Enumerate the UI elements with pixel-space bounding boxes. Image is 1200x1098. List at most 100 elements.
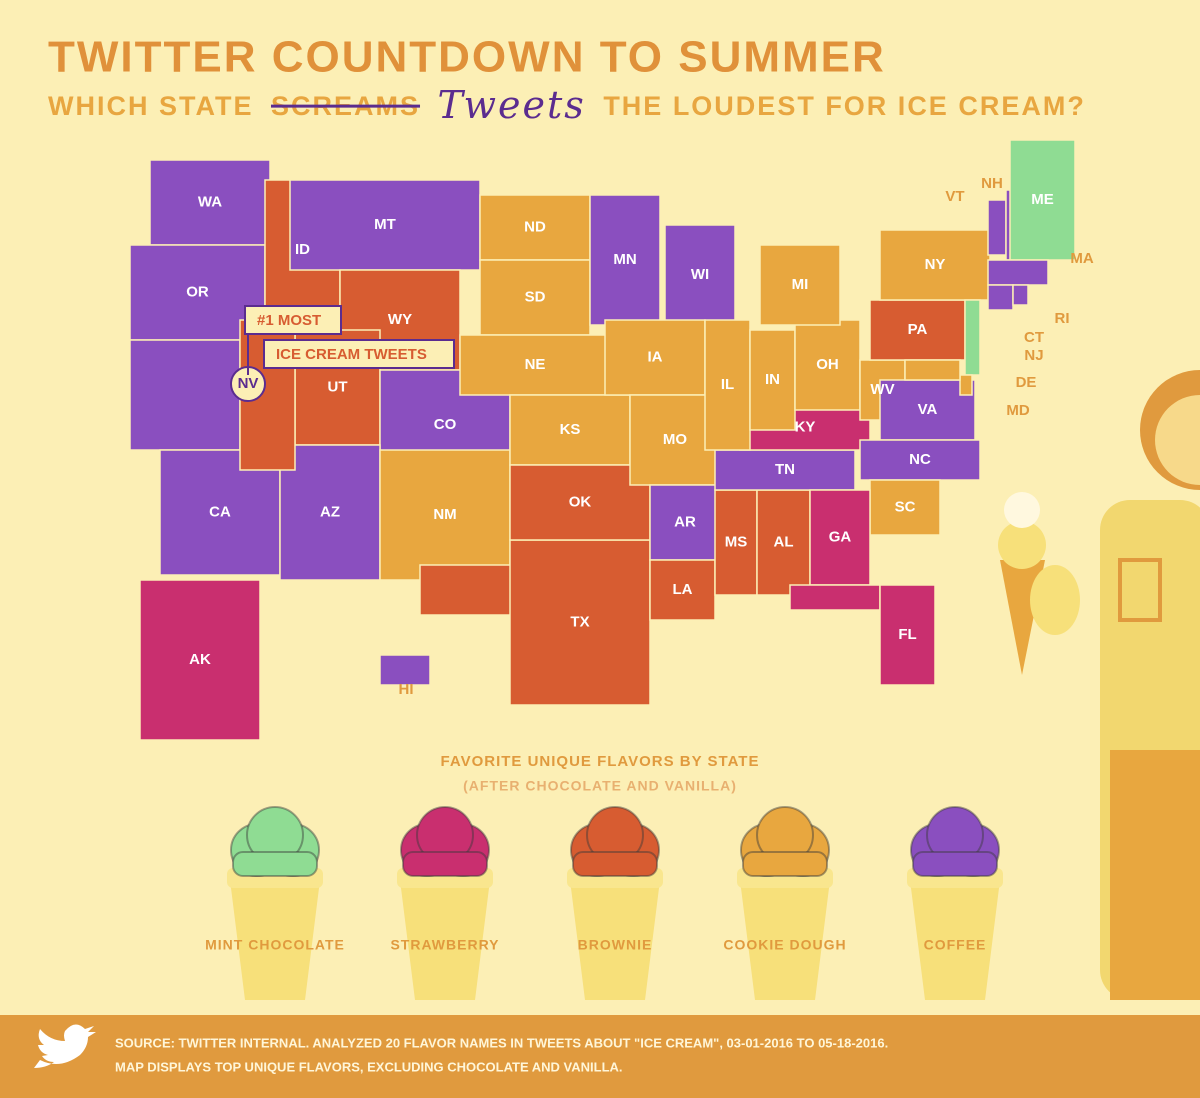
footer-line2: MAP DISPLAYS TOP UNIQUE FLAVORS, EXCLUDI… [115,1059,623,1074]
state-label: IL [721,376,734,393]
state-shape [859,439,981,481]
state-shape [987,284,1014,311]
scoop-base [912,851,998,877]
state-shape [649,559,716,621]
state-label: NJ [1024,347,1043,364]
flavor-label: MINT CHOCOLATE [205,937,345,953]
state-label: HI [399,681,414,698]
state-shape [664,224,736,326]
footer-band [0,1015,1200,1098]
state-label: WI [691,266,709,283]
state-label: NC [909,451,931,468]
state-shape [1009,139,1076,261]
state-label: ID [295,241,310,258]
scoop-base [402,851,488,877]
state-shape [509,464,651,541]
state-label: CT [1024,329,1044,346]
state-shape [379,654,431,686]
state-shape [789,584,881,611]
state-label: TX [570,613,589,630]
state-label: ND [524,218,546,235]
state-label: NV [238,375,259,392]
state-label: WY [388,311,412,328]
state-shape [604,319,706,396]
state-label: MI [792,276,809,293]
state-shape [589,194,661,326]
state-shape [159,449,281,576]
state-shape [879,584,936,686]
state-label: UT [328,378,348,395]
state-shape [904,359,961,381]
cone [400,880,490,1000]
state-label: IN [765,371,780,388]
state-label: OK [569,493,592,510]
state-shape [1012,284,1029,306]
cone [740,880,830,1000]
state-shape [809,489,871,586]
callout-flag [244,305,342,335]
state-shape [149,159,271,246]
state-shape [479,194,591,261]
state-shape [129,339,241,451]
state-label: WA [198,193,222,210]
state-shape [509,539,651,706]
state-shape [987,199,1007,256]
state-label: PA [908,321,928,338]
state-label: KS [560,421,581,438]
state-label: AZ [320,503,340,520]
state-label: NH [981,175,1003,192]
state-shape [649,484,721,561]
subtitle: WHICH STATE SCREAMS Tweets THE LOUDEST F… [48,83,1086,127]
state-label: MA [1070,250,1093,267]
cone [910,880,1000,1000]
twitter-bird [34,1024,96,1068]
callout-flag [263,339,455,369]
state-label: CO [434,416,457,433]
state-label: FL [898,626,916,643]
state-label: RI [1055,310,1070,327]
state-label: TN [775,461,795,478]
callout-line1: #1 MOST [257,312,321,329]
state-label: ME [1031,191,1054,208]
state-label: OR [186,283,209,300]
state-label: AK [189,651,211,668]
state-shape [879,379,976,441]
flavor-label: COOKIE DOUGH [723,937,846,953]
state-label: LA [673,581,693,598]
state-shape [479,259,591,336]
legend: MINT CHOCOLATE STRAWBERRY BROWNIE COOKIE DO… [205,806,1003,1000]
state-label: IA [648,348,663,365]
state-shape [964,299,981,376]
state-label: MT [374,216,396,233]
state-shape [279,444,381,581]
state-shape [759,244,841,326]
state-label: AR [674,513,696,530]
flavor-label: BROWNIE [578,937,653,953]
flavor-label: STRAWBERRY [390,937,499,953]
state-label: SC [895,498,916,515]
state-shape [869,479,941,536]
state-label: KY [795,418,816,435]
state-shape [749,329,796,431]
figure-legs [1110,750,1200,1000]
state-label: NE [525,356,546,373]
state-shape [509,394,631,466]
figure-face [1155,395,1200,485]
state-label: CA [209,503,231,520]
state-label: MD [1006,402,1029,419]
state-label: NY [925,256,946,273]
cone [570,880,660,1000]
figure-scoop [1004,492,1040,528]
state-label: GA [829,528,852,545]
state-label: DE [1016,374,1037,391]
state-label: WV [870,381,894,398]
flavor-label: COFFEE [924,937,987,953]
handwritten-word: Tweets [438,83,586,127]
figure-hand [1030,565,1080,635]
figure-scoop [998,521,1046,569]
state-label: SD [525,288,546,305]
legend-subtitle: (AFTER CHOCOLATE AND VANILLA) [463,778,737,794]
state-label: AL [774,533,794,550]
state-label: MN [613,251,636,268]
